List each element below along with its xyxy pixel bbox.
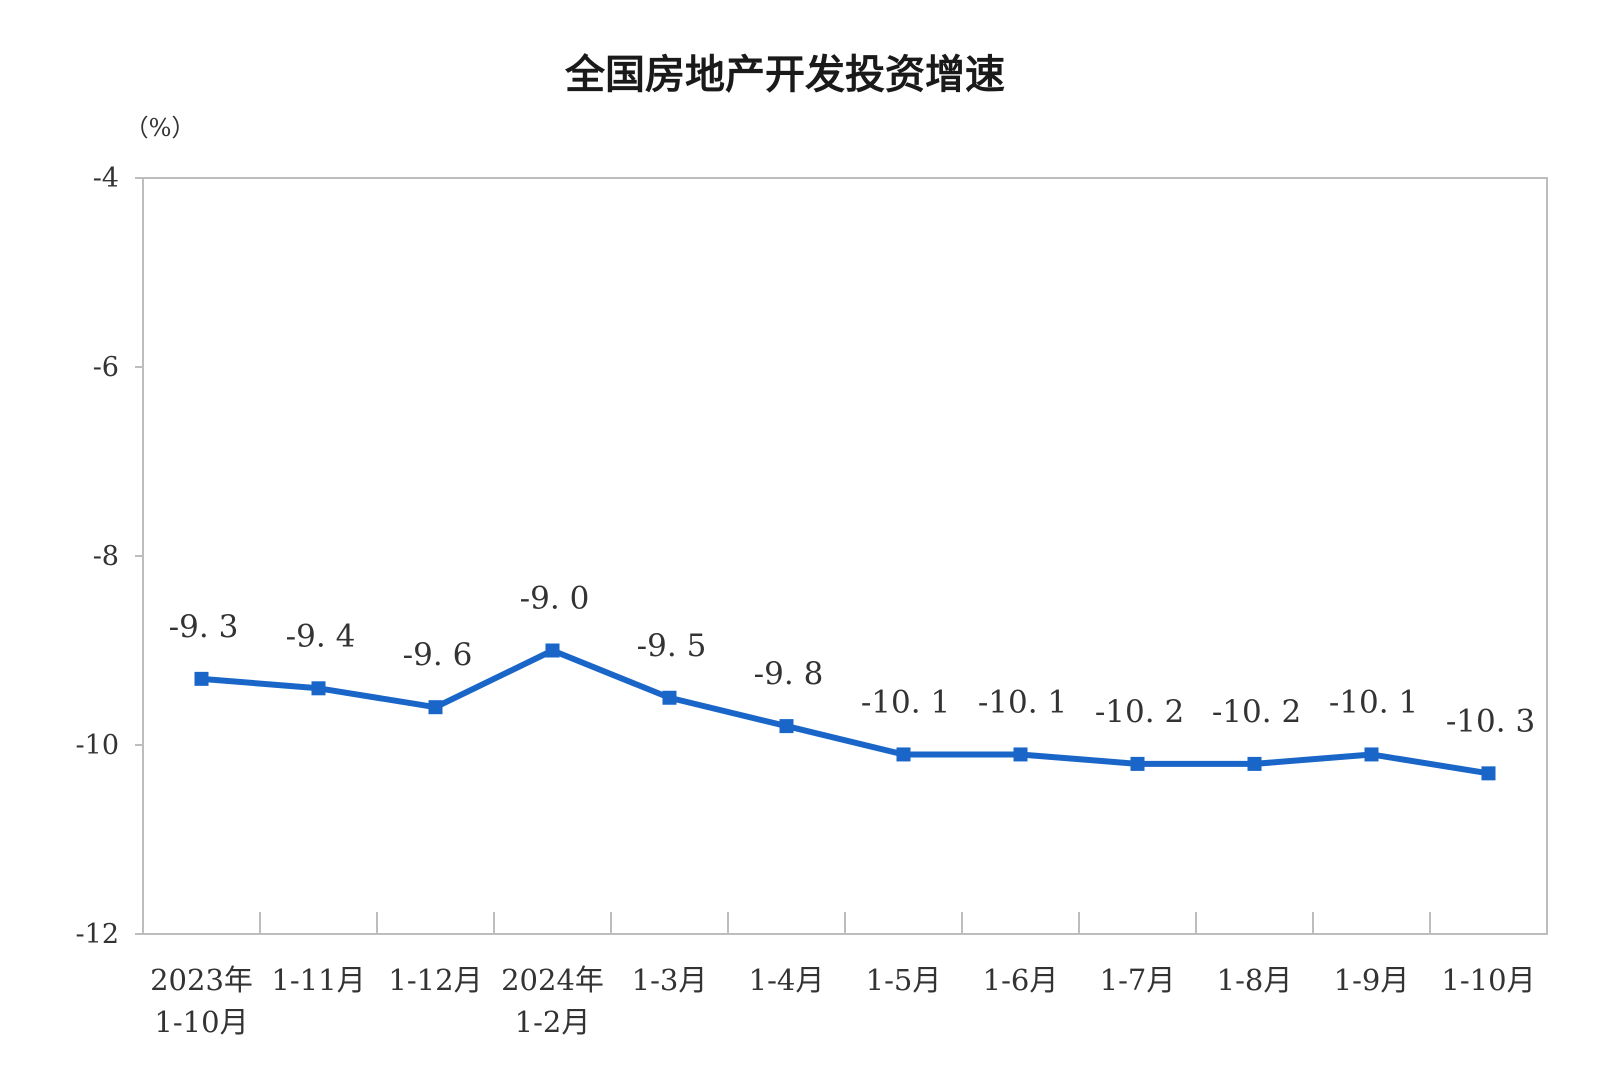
data-point-marker: [1013, 747, 1028, 762]
x-tick-label: 1-6月: [983, 963, 1059, 997]
data-label: -9. 4: [286, 618, 356, 654]
data-point-marker: [662, 690, 677, 705]
data-point-marker: [311, 681, 326, 696]
x-tick-label: 1-10月: [154, 1005, 248, 1039]
y-axis-unit-label: （%）: [125, 114, 196, 142]
data-label: -10. 2: [1212, 694, 1301, 730]
y-tick-label: -12: [76, 919, 119, 950]
x-tick-label: 1-2月: [515, 1005, 591, 1039]
data-point-marker: [779, 719, 794, 734]
y-tick-label: -10: [76, 730, 119, 761]
data-point-marker: [1247, 756, 1262, 771]
data-point-marker: [1364, 747, 1379, 762]
x-tick-label: 2023年: [150, 963, 253, 997]
data-label: -9. 3: [169, 609, 239, 645]
chart-title: 全国房地产开发投资增速: [564, 52, 1005, 98]
data-point-marker: [1130, 756, 1145, 771]
x-tick-label: 1-4月: [749, 963, 825, 997]
x-tick-label: 1-8月: [1217, 963, 1293, 997]
y-tick-label: -4: [93, 163, 119, 194]
x-axis-tick-labels: 2023年 1-10月 1-11月 1-12月 2024年 1-2月 1-3月 1-4月 1-5…: [150, 963, 1535, 1039]
data-label: -10. 1: [978, 684, 1067, 720]
data-point-marker: [1481, 766, 1496, 781]
x-axis-ticks: [135, 177, 1431, 935]
data-label: -9. 5: [637, 628, 707, 664]
data-label: -9. 0: [520, 581, 590, 617]
data-label: -9. 8: [754, 656, 824, 692]
data-label: -10. 1: [1329, 684, 1418, 720]
plot-area-frame: [142, 177, 1548, 935]
x-tick-label: 1-7月: [1100, 963, 1176, 997]
y-axis-tick-labels: -4 -6 -8 -10 -12: [76, 163, 119, 950]
data-label: -10. 3: [1446, 703, 1535, 739]
y-tick-label: -8: [93, 541, 119, 572]
data-label: -9. 6: [403, 637, 473, 673]
series-line: [198, 647, 1492, 777]
data-point-marker: [896, 747, 911, 762]
data-point-marker: [194, 671, 209, 686]
x-tick-label: 2024年: [501, 963, 604, 997]
y-tick-label: -6: [93, 352, 119, 383]
x-tick-label: 1-10月: [1441, 963, 1535, 997]
data-label: -10. 1: [861, 684, 950, 720]
data-point-markers: [194, 643, 1496, 781]
data-label: -10. 2: [1095, 694, 1184, 730]
x-tick-label: 1-12月: [388, 963, 482, 997]
x-tick-label: 1-11月: [271, 963, 365, 997]
x-tick-label: 1-3月: [632, 963, 708, 997]
data-point-marker: [545, 643, 560, 658]
x-tick-label: 1-5月: [866, 963, 942, 997]
x-tick-label: 1-9月: [1334, 963, 1410, 997]
data-point-marker: [428, 700, 443, 715]
data-labels: -9. 3 -9. 4 -9. 6 -9. 0 -9. 5 -9. 8 -10. 1 -10.…: [169, 581, 1536, 740]
